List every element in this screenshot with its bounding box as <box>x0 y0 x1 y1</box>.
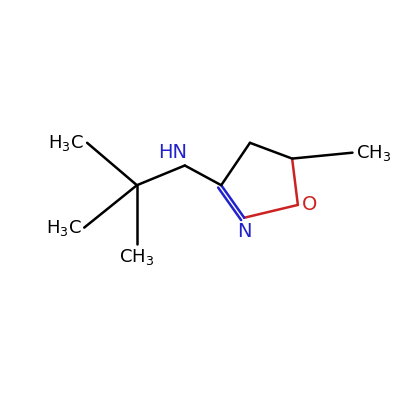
Text: CH$_3$: CH$_3$ <box>356 143 392 163</box>
Text: N: N <box>237 222 252 241</box>
Text: CH$_3$: CH$_3$ <box>119 247 154 267</box>
Text: H$_3$C: H$_3$C <box>46 218 81 238</box>
Text: O: O <box>302 196 317 214</box>
Text: H$_3$C: H$_3$C <box>48 133 84 153</box>
Text: HN: HN <box>158 142 187 162</box>
